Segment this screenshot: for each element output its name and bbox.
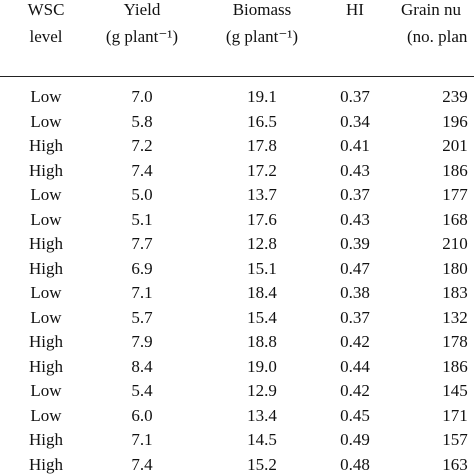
table-cell: 5.7: [131, 307, 153, 327]
table-cell: 7.4: [131, 160, 153, 180]
table-cell: High: [29, 356, 63, 376]
table-cell: 0.39: [340, 234, 370, 253]
table-cell: Low: [30, 185, 62, 204]
table-cell: 196: [442, 111, 468, 131]
table-cell: High: [29, 332, 63, 351]
table-cell: 0.48: [340, 454, 370, 474]
table-cell: 0.34: [340, 111, 370, 131]
table-cell: 186: [442, 356, 468, 376]
table-cell: High: [29, 160, 63, 180]
header-cell: (g plant⁻¹): [225, 27, 299, 46]
table-cell: 178: [442, 332, 468, 351]
table-cell: 13.4: [247, 405, 277, 425]
table-cell: Low: [30, 381, 62, 400]
header-cell: WSC: [27, 0, 65, 19]
table-cell: 5.1: [131, 209, 153, 229]
table-cell: 15.1: [247, 258, 277, 278]
table-cell: 15.2: [247, 454, 277, 474]
table-cell: 168: [442, 209, 468, 229]
table-cell: 5.8: [131, 111, 153, 131]
table-cell: 19.0: [247, 356, 277, 376]
table-cell: High: [29, 136, 63, 155]
table-cell: 239: [442, 87, 468, 106]
table-cell: 5.4: [131, 381, 153, 400]
header-cell: HI: [346, 0, 364, 19]
table-cell: 0.37: [340, 307, 370, 327]
table-cell: High: [29, 234, 63, 253]
table-cell: 7.1: [131, 430, 153, 449]
table-cell: 17.2: [247, 160, 277, 180]
table-cell: 7.9: [131, 332, 153, 351]
table-cell: 0.37: [340, 87, 370, 106]
table-cell: 12.9: [247, 381, 277, 400]
header-cell: Yield: [123, 0, 161, 19]
table-cell: 17.8: [247, 136, 277, 155]
table-cell: 6.9: [131, 258, 153, 278]
table-cell: High: [29, 454, 63, 474]
table-cell: 6.0: [131, 405, 153, 425]
table-cell: 0.37: [340, 185, 370, 204]
table-cell: 16.5: [247, 111, 277, 131]
table-cell: 0.47: [340, 258, 370, 278]
table-cell: 18.8: [247, 332, 277, 351]
header-cell: (g plant⁻¹): [105, 27, 179, 46]
table-cell: 13.7: [247, 185, 277, 204]
table-cell: Low: [30, 209, 62, 229]
table-cell: 0.41: [340, 136, 370, 155]
table-cell: 145: [442, 381, 468, 400]
table-cell: 0.45: [340, 405, 370, 425]
table-cell: 163: [442, 454, 468, 474]
table-cell: High: [29, 258, 63, 278]
table-cell: 15.4: [247, 307, 277, 327]
table-cell: 7.1: [131, 283, 153, 302]
table-cell: 18.4: [247, 283, 277, 302]
table-cell: 157: [442, 430, 468, 449]
table-cell: Low: [30, 87, 62, 106]
table-cell: 17.6: [247, 209, 277, 229]
table-cell: 19.1: [247, 87, 277, 106]
table-cell: 0.42: [340, 381, 370, 400]
header-cell: (no. plan: [407, 27, 468, 46]
table-cell: 7.4: [131, 454, 153, 474]
table-cell: Low: [30, 283, 62, 302]
table-cell: High: [29, 430, 63, 449]
table-cell: 0.42: [340, 332, 370, 351]
table-cell: Low: [30, 405, 62, 425]
header-cell: level: [29, 27, 63, 46]
table-cell: 183: [442, 283, 468, 302]
table-cell: 210: [442, 234, 468, 253]
table-cell: 7.2: [131, 136, 153, 155]
table-cell: Low: [30, 307, 62, 327]
table-cell: 0.43: [340, 160, 370, 180]
table-cell: 7.7: [131, 234, 153, 253]
table-cell: 186: [442, 160, 468, 180]
header-cell: Biomass: [232, 0, 292, 19]
header-cell: Grain nu: [401, 0, 461, 19]
table-cell: 0.38: [340, 283, 370, 302]
table-cell: 177: [442, 185, 468, 204]
table-cell: 5.0: [131, 185, 153, 204]
table-cell: 0.44: [340, 356, 370, 376]
table-cell: 171: [442, 405, 468, 425]
table-cell: 132: [442, 307, 468, 327]
header-rule: [0, 76, 474, 77]
table-cell: 8.4: [131, 356, 153, 376]
table-cell: 7.0: [131, 87, 153, 106]
table-cell: 180: [442, 258, 468, 278]
table-cell: Low: [30, 111, 62, 131]
table-cell: 12.8: [247, 234, 277, 253]
table-cell: 14.5: [247, 430, 277, 449]
table-cell: 201: [442, 136, 468, 155]
table-cell: 0.43: [340, 209, 370, 229]
table-cell: 0.49: [340, 430, 370, 449]
